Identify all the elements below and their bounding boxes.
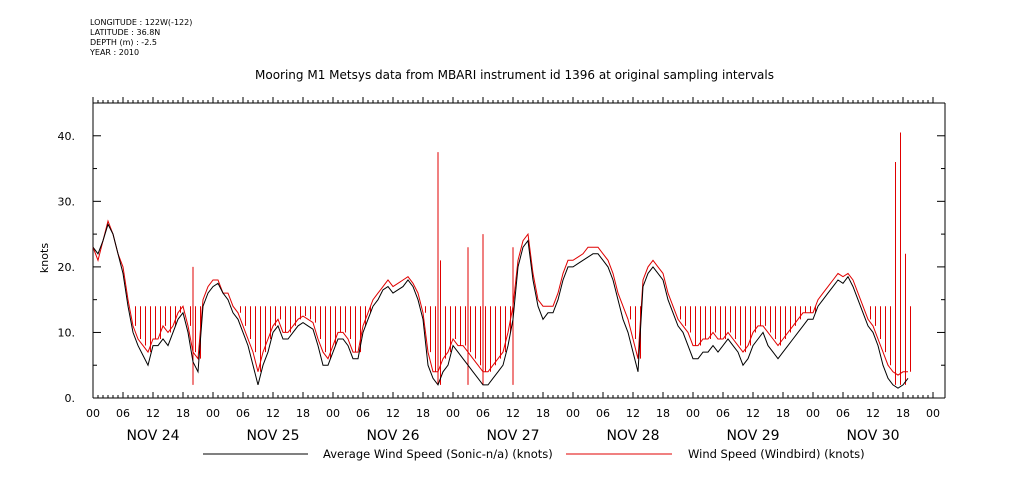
x-hour-label: 00 xyxy=(446,407,460,420)
series-line xyxy=(92,222,909,389)
plot-frame xyxy=(92,97,946,399)
x-hour-label: 06 xyxy=(596,407,610,420)
x-hour-label: 18 xyxy=(536,407,550,420)
legend: Average Wind Speed (Sonic-n/a) (knots) Wi… xyxy=(203,447,865,461)
x-hour-label: 12 xyxy=(386,407,400,420)
chart-title: Mooring M1 Metsys data from MBARI instru… xyxy=(255,68,774,82)
x-day-label: NOV 30 xyxy=(846,428,899,444)
x-hour-label: 18 xyxy=(416,407,430,420)
x-hour-label: 00 xyxy=(326,407,340,420)
x-hour-label: 00 xyxy=(86,407,100,420)
year-label: YEAR : 2010 xyxy=(90,48,140,57)
y-tick-label: 10. xyxy=(58,326,76,339)
x-hour-label: 12 xyxy=(506,407,520,420)
x-hour-label: 12 xyxy=(146,407,160,420)
x-day-label: NOV 26 xyxy=(366,428,419,444)
x-hour-label: 12 xyxy=(266,407,280,420)
x-hour-label: 18 xyxy=(176,407,190,420)
x-day-label: NOV 25 xyxy=(246,428,299,444)
legend-label-windbird: Wind Speed (Windbird) (knots) xyxy=(688,447,865,461)
series-average-wind-speed xyxy=(92,222,909,389)
x-hour-label: 18 xyxy=(896,407,910,420)
series-windbird-wind-speed xyxy=(92,132,911,385)
x-hour-label: 18 xyxy=(656,407,670,420)
x-hour-label: 12 xyxy=(626,407,640,420)
x-hour-label: 06 xyxy=(236,407,250,420)
x-hour-label: 12 xyxy=(866,407,880,420)
x-hour-label: 06 xyxy=(716,407,730,420)
x-day-label: NOV 24 xyxy=(126,428,179,444)
x-day-label: NOV 29 xyxy=(726,428,779,444)
x-hour-label: 12 xyxy=(746,407,760,420)
x-hour-label: 06 xyxy=(476,407,490,420)
x-hour-label: 00 xyxy=(206,407,220,420)
x-hour-label: 18 xyxy=(776,407,790,420)
x-day-label: NOV 27 xyxy=(486,428,539,444)
y-tick-label: 40. xyxy=(58,130,76,143)
series-layer xyxy=(92,132,911,389)
depth-label: DEPTH (m) : -2.5 xyxy=(90,38,157,47)
x-hour-label: 06 xyxy=(836,407,850,420)
x-hour-label: 18 xyxy=(296,407,310,420)
y-tick-label: 30. xyxy=(58,195,76,208)
mooring-metadata: LONGITUDE : 122W(-122) LATITUDE : 36.8N … xyxy=(90,18,192,58)
legend-label-average: Average Wind Speed (Sonic-n/a) (knots) xyxy=(323,447,553,461)
y-tick-label: 0. xyxy=(65,392,76,405)
latitude-label: LATITUDE : 36.8N xyxy=(90,28,161,37)
x-hour-label: 00 xyxy=(566,407,580,420)
y-axis: 0. 10. 20. 30. 40. xyxy=(58,130,945,405)
x-axis: 00 06 12 18 00 06 12 18 00 06 12 18 00 06 12 18 00 06 12 18… xyxy=(86,407,940,444)
longitude-label: LONGITUDE : 122W(-122) xyxy=(90,18,193,27)
x-hour-label: 00 xyxy=(806,407,820,420)
x-hour-label: 06 xyxy=(116,407,130,420)
y-tick-label: 20. xyxy=(58,261,76,274)
x-hour-label: 00 xyxy=(686,407,700,420)
x-hour-label: 06 xyxy=(356,407,370,420)
x-day-label: NOV 28 xyxy=(606,428,659,444)
x-hour-label: 00 xyxy=(926,407,940,420)
y-axis-label: knots xyxy=(38,243,51,273)
